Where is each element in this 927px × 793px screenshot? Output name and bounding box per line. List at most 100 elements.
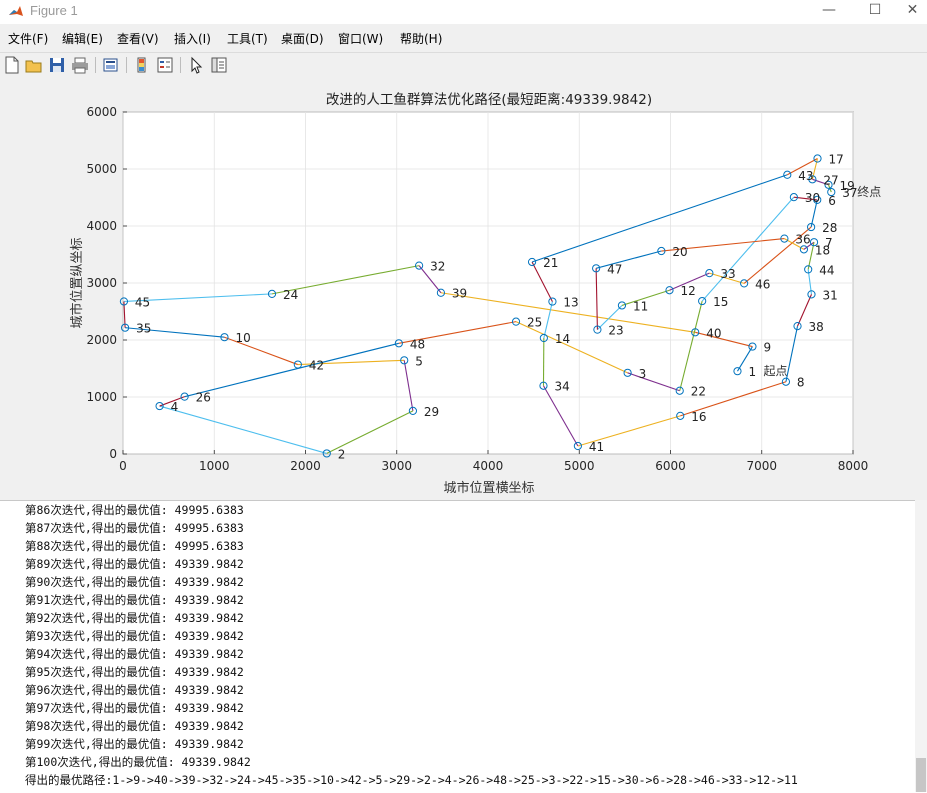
save-icon[interactable] <box>48 56 66 74</box>
route-chart[interactable]: 1234567891011121314151617181920212223242… <box>0 79 927 499</box>
print-preview-icon[interactable] <box>102 56 120 74</box>
city-label: 28 <box>822 221 837 235</box>
city-label: 26 <box>196 391 211 405</box>
city-label: 27 <box>823 173 838 187</box>
window-titlebar: Figure 1 — ☐ ✕ <box>0 0 927 24</box>
city-label: 15 <box>713 295 728 309</box>
open-file-icon[interactable] <box>25 56 43 74</box>
x-axis-label: 城市位置横坐标 <box>443 480 534 496</box>
y-axis-label: 城市位置纵坐标 <box>69 237 85 328</box>
menu-desktop[interactable]: 桌面(D) <box>281 30 324 47</box>
city-label: 29 <box>424 405 439 419</box>
console-line: 第97次迭代,得出的最优值: 49339.9842 <box>25 700 244 716</box>
city-label: 25 <box>527 316 542 330</box>
console-line: 第98次迭代,得出的最优值: 49339.9842 <box>25 718 244 734</box>
city-label: 46 <box>755 277 770 291</box>
menu-view[interactable]: 查看(V) <box>117 30 159 47</box>
x-tick-label: 2000 <box>290 459 321 473</box>
menu-edit[interactable]: 编辑(E) <box>62 30 103 47</box>
x-tick-label: 6000 <box>655 459 686 473</box>
city-label: 18 <box>815 243 830 257</box>
city-label: 3 <box>639 367 647 381</box>
menu-bar: 文件(F) 编辑(E) 查看(V) 插入(I) 工具(T) 桌面(D) 窗口(W… <box>0 26 927 48</box>
city-label: 48 <box>410 337 425 351</box>
matlab-icon <box>8 4 24 20</box>
x-tick-label: 1000 <box>199 459 230 473</box>
console-line: 第90次迭代,得出的最优值: 49339.9842 <box>25 574 244 590</box>
console-line: 第89次迭代,得出的最优值: 49339.9842 <box>25 556 244 572</box>
y-tick-label: 5000 <box>86 162 117 176</box>
city-label: 30 <box>805 191 820 205</box>
city-label: 20 <box>672 245 687 259</box>
console-scrollbar[interactable] <box>915 500 927 792</box>
menu-tools[interactable]: 工具(T) <box>227 30 268 47</box>
y-tick-label: 3000 <box>86 276 117 290</box>
x-tick-label: 3000 <box>381 459 412 473</box>
menu-window[interactable]: 窗口(W) <box>338 30 383 47</box>
console-line: 第86次迭代,得出的最优值: 49995.6383 <box>25 502 244 518</box>
city-label: 47 <box>607 262 622 276</box>
city-label: 9 <box>763 341 771 355</box>
legend-icon[interactable] <box>156 56 174 74</box>
console-line: 得出的最优路径:1->9->40->39->32->24->45->35->10… <box>25 772 798 788</box>
menu-file[interactable]: 文件(F) <box>8 30 48 47</box>
city-label: 35 <box>136 322 151 336</box>
city-label: 37 <box>842 186 857 200</box>
console-line: 第87次迭代,得出的最优值: 49995.6383 <box>25 520 244 536</box>
city-label: 31 <box>822 288 837 302</box>
city-label: 10 <box>235 331 250 345</box>
city-label: 11 <box>633 299 648 313</box>
figure-toolbar <box>0 52 927 77</box>
toolbar-separator <box>95 57 96 73</box>
colorbar-icon[interactable] <box>133 56 151 74</box>
city-label: 41 <box>589 440 604 454</box>
new-figure-icon[interactable] <box>3 56 21 74</box>
maximize-button[interactable]: ☐ <box>852 0 898 24</box>
y-tick-label: 6000 <box>86 105 117 119</box>
city-label: 17 <box>829 153 844 167</box>
toolbar-separator <box>180 57 181 73</box>
toolbar-separator <box>126 57 127 73</box>
x-tick-label: 0 <box>119 459 127 473</box>
console-line: 第96次迭代,得出的最优值: 49339.9842 <box>25 682 244 698</box>
close-button[interactable]: ✕ <box>898 0 927 24</box>
city-label: 13 <box>563 296 578 310</box>
console-line: 第88次迭代,得出的最优值: 49995.6383 <box>25 538 244 554</box>
city-label: 8 <box>797 376 805 390</box>
y-tick-label: 1000 <box>86 390 117 404</box>
console-scroll-thumb[interactable] <box>916 758 926 792</box>
console-line: 第91次迭代,得出的最优值: 49339.9842 <box>25 592 244 608</box>
city-label: 12 <box>680 284 695 298</box>
menu-insert[interactable]: 插入(I) <box>174 30 211 47</box>
console-line: 第100次迭代,得出的最优值: 49339.9842 <box>25 754 251 770</box>
console-line: 第93次迭代,得出的最优值: 49339.9842 <box>25 628 244 644</box>
property-editor-icon[interactable] <box>210 56 228 74</box>
city-label: 33 <box>720 267 735 281</box>
x-tick-label: 5000 <box>564 459 595 473</box>
city-label: 34 <box>554 380 569 394</box>
city-label: 38 <box>809 320 824 334</box>
city-label: 44 <box>819 263 834 277</box>
city-label: 5 <box>415 354 423 368</box>
print-icon[interactable] <box>71 56 89 74</box>
city-label: 42 <box>309 359 324 373</box>
y-tick-label: 4000 <box>86 219 117 233</box>
city-label: 36 <box>795 233 810 247</box>
x-tick-label: 8000 <box>838 459 869 473</box>
x-tick-label: 7000 <box>746 459 777 473</box>
pointer-icon[interactable] <box>187 56 205 74</box>
start-label: 起点 <box>763 364 787 378</box>
city-label: 40 <box>706 326 721 340</box>
menu-help[interactable]: 帮助(H) <box>400 30 442 47</box>
console-line: 第99次迭代,得出的最优值: 49339.9842 <box>25 736 244 752</box>
console-line: 第95次迭代,得出的最优值: 49339.9842 <box>25 664 244 680</box>
city-label: 32 <box>430 260 445 274</box>
minimize-button[interactable]: — <box>806 0 852 24</box>
city-label: 6 <box>828 194 836 208</box>
city-label: 4 <box>171 400 179 414</box>
city-label: 43 <box>798 169 813 183</box>
city-label: 2 <box>338 447 346 461</box>
city-label: 16 <box>691 410 706 424</box>
city-label: 22 <box>691 385 706 399</box>
